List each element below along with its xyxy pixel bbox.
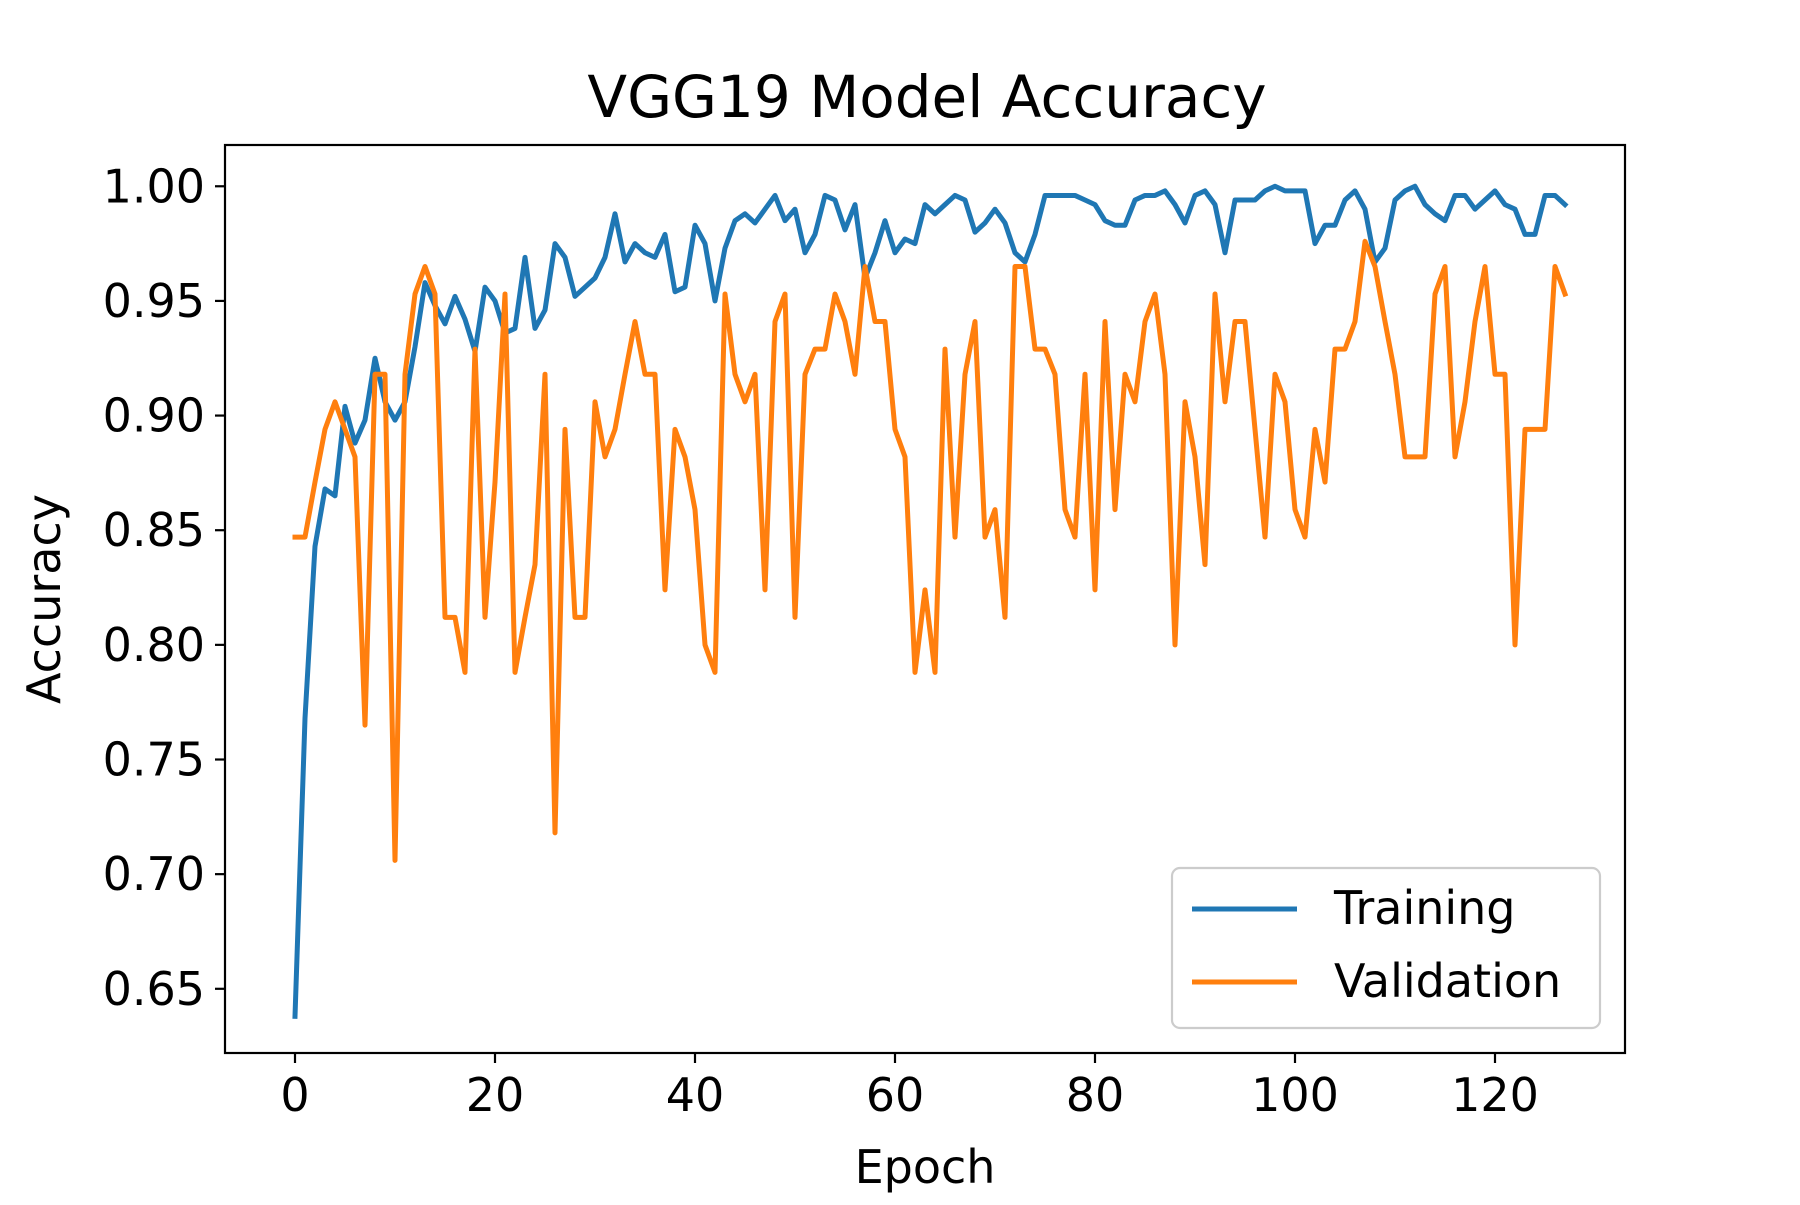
x-tick-label: 20 <box>466 1068 525 1122</box>
y-tick-label: 0.80 <box>103 618 205 672</box>
legend-label-validation: Validation <box>1334 954 1561 1008</box>
x-tick-label: 0 <box>280 1068 309 1122</box>
y-tick-label: 0.90 <box>103 389 205 443</box>
y-tick-label: 0.70 <box>103 847 205 901</box>
x-tick-label: 60 <box>866 1068 925 1122</box>
axes-frame <box>223 143 1627 1055</box>
x-tick-label: 40 <box>666 1068 725 1122</box>
y-tick-label: 0.65 <box>103 962 205 1016</box>
y-axis-ticks: 0.65 0.70 0.75 0.80 0.85 0.90 0.95 1.00 <box>103 159 225 1016</box>
x-tick-label: 100 <box>1251 1068 1339 1122</box>
y-tick-label: 0.75 <box>103 733 205 787</box>
legend-label-training: Training <box>1333 881 1516 935</box>
x-tick-label: 120 <box>1451 1068 1539 1122</box>
legend: Training Validation <box>1170 866 1602 1030</box>
y-tick-label: 0.85 <box>103 503 205 557</box>
x-axis-label: Epoch <box>855 1140 996 1194</box>
x-tick-label: 80 <box>1066 1068 1125 1122</box>
y-tick-label: 1.00 <box>103 159 205 213</box>
y-axis-label: Accuracy <box>17 494 71 704</box>
x-axis-ticks: 0 20 40 60 80 100 120 <box>280 1053 1539 1122</box>
y-tick-label: 0.95 <box>103 274 205 328</box>
chart-title: VGG19 Model Accuracy <box>587 63 1266 131</box>
series-line-validation <box>292 238 1569 863</box>
plot-area <box>292 183 1569 1019</box>
